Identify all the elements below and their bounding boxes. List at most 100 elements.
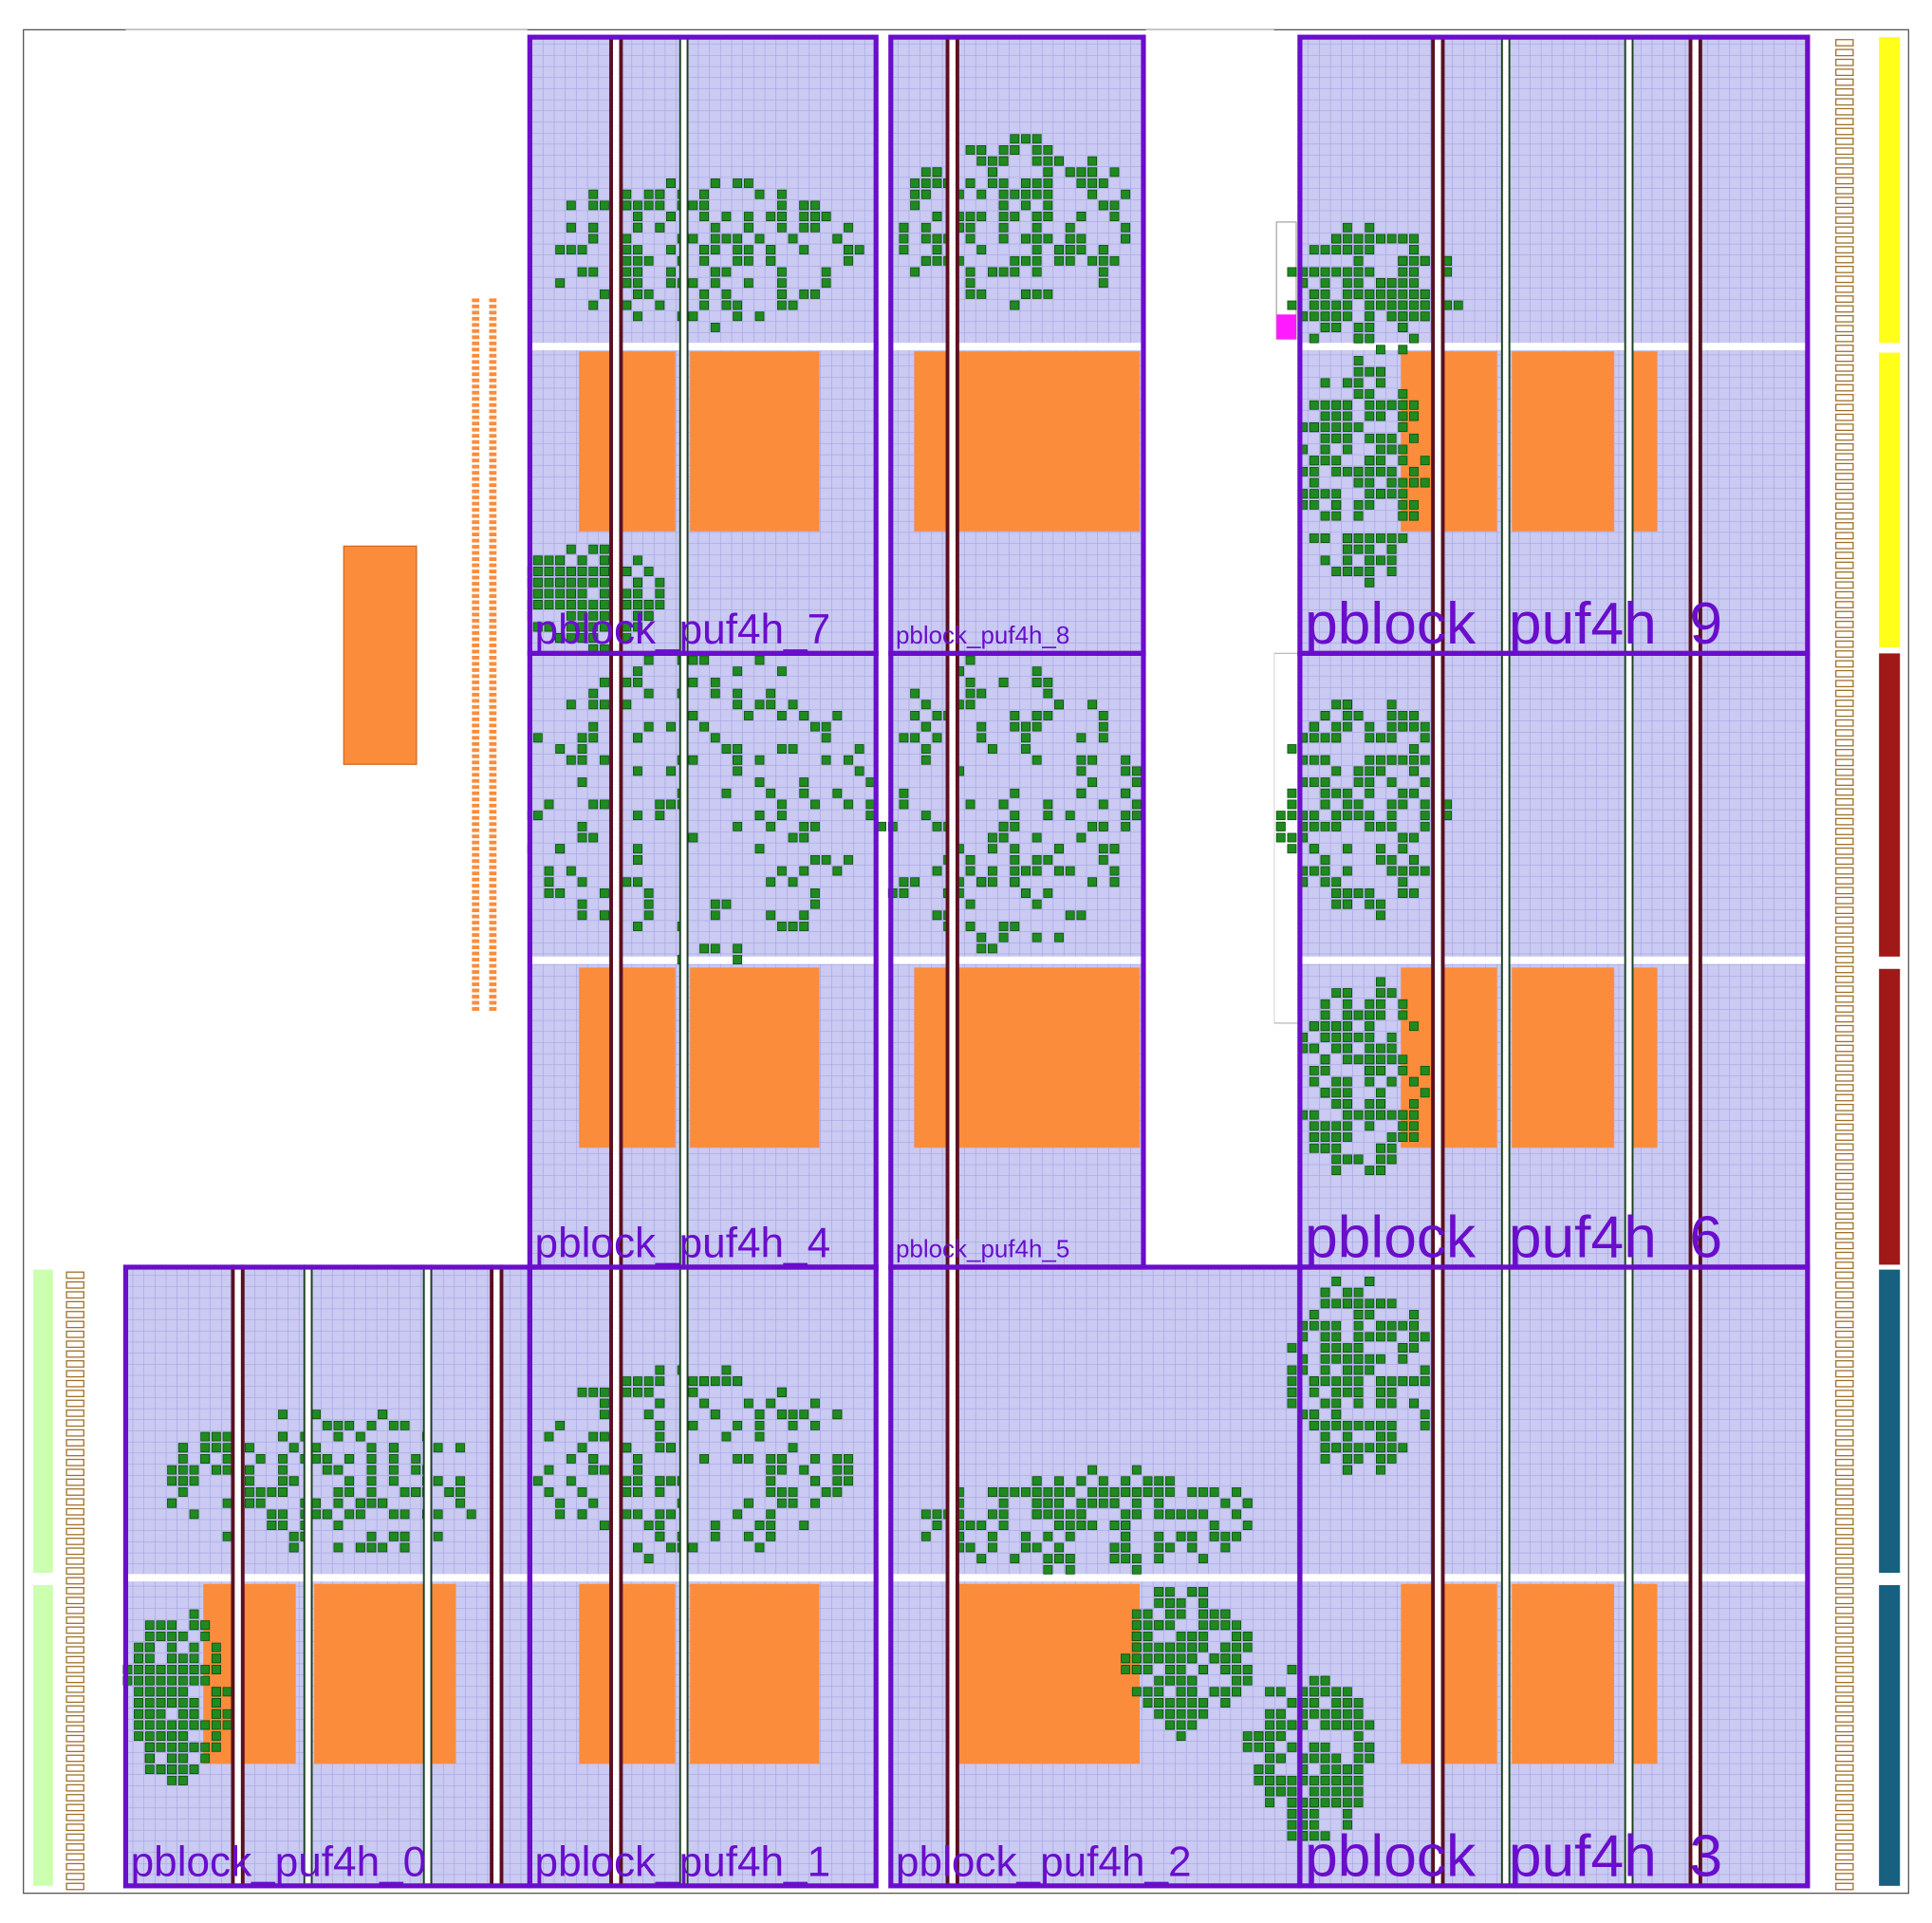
cell [1309, 1021, 1319, 1032]
cell [932, 255, 942, 266]
io-pin [472, 316, 480, 321]
cell [920, 222, 931, 233]
cell [932, 245, 942, 255]
io-pin [489, 686, 497, 691]
cell [278, 1487, 288, 1497]
cell [1198, 1642, 1208, 1652]
cell [1232, 1531, 1241, 1541]
io-tile [65, 1409, 84, 1417]
cell [1342, 988, 1352, 999]
cell [566, 577, 576, 588]
cell [322, 1453, 332, 1464]
cell [1320, 1065, 1330, 1075]
io-pin [472, 582, 480, 586]
cell [1209, 1487, 1219, 1497]
cell [1386, 1076, 1397, 1087]
cell [1365, 777, 1375, 788]
io-pin [489, 982, 497, 986]
cell [998, 922, 1009, 931]
cell [555, 844, 566, 854]
io-pin [472, 637, 480, 642]
io-tile [1835, 1103, 1854, 1111]
cell [1342, 400, 1352, 410]
cell [189, 1708, 199, 1719]
cell [1386, 1154, 1397, 1165]
cell [366, 1453, 377, 1464]
io-tile [1835, 1330, 1854, 1338]
cell [1409, 400, 1419, 410]
io-pin [472, 649, 480, 654]
cell [1353, 1387, 1364, 1397]
cell [177, 1665, 188, 1674]
cell [1365, 1110, 1375, 1120]
cell [1087, 189, 1098, 199]
io-tile [1835, 196, 1854, 205]
io-tile [1835, 1271, 1854, 1279]
cell [1320, 799, 1330, 810]
cell [1220, 1542, 1231, 1553]
cell [1198, 1620, 1208, 1631]
io-tile [1835, 877, 1854, 885]
cell [599, 1410, 609, 1420]
cell [1309, 1698, 1319, 1708]
cell [799, 832, 809, 843]
io-pin [489, 532, 497, 537]
cell [1386, 733, 1397, 743]
cell [599, 200, 609, 211]
cell [1043, 1554, 1053, 1564]
cell [1309, 1420, 1319, 1430]
cell [1065, 811, 1075, 821]
cell [333, 1420, 344, 1430]
cell [655, 1431, 665, 1442]
cell [1098, 733, 1108, 743]
io-tile [65, 1734, 84, 1743]
cell [1287, 1387, 1297, 1397]
cell [311, 1509, 321, 1520]
io-pin [489, 785, 497, 790]
cell [1353, 1010, 1364, 1020]
cell [655, 588, 665, 599]
cell [754, 1542, 765, 1553]
cell [1376, 1298, 1385, 1309]
cell [987, 1509, 997, 1520]
cell [1275, 1753, 1286, 1764]
io-tile [1835, 738, 1854, 747]
cell [1342, 1376, 1352, 1387]
cell [1398, 832, 1408, 843]
dsp-column [1624, 36, 1634, 1887]
cell [643, 200, 654, 211]
cell [167, 1631, 177, 1641]
io-pin [472, 526, 480, 531]
io-pin [489, 619, 497, 623]
cell [167, 1720, 177, 1730]
cell [1154, 1708, 1164, 1719]
io-pin [472, 508, 480, 513]
cell [1420, 821, 1430, 831]
cell [1353, 766, 1364, 776]
cell [1098, 854, 1108, 865]
cell [1021, 733, 1031, 743]
cell [566, 200, 576, 211]
cell [1220, 1609, 1231, 1619]
io-pin [472, 458, 480, 463]
cell [622, 1387, 632, 1397]
cell [1176, 1509, 1186, 1520]
cell [666, 278, 676, 289]
cell [1010, 788, 1020, 798]
cell [1142, 1620, 1153, 1631]
cell [278, 1465, 288, 1475]
cell [167, 1498, 177, 1508]
cell [710, 1531, 720, 1541]
dsp-column [1500, 36, 1511, 1887]
cell [633, 311, 642, 322]
cell [1109, 877, 1120, 887]
io-tile [65, 1360, 84, 1368]
cell [1386, 278, 1397, 289]
cell [743, 245, 753, 255]
cell [1309, 1708, 1319, 1719]
cell [1376, 821, 1385, 831]
cell [144, 1720, 155, 1730]
io-pin [489, 427, 497, 432]
cell [1386, 544, 1397, 554]
ram-area [1632, 1583, 1658, 1764]
